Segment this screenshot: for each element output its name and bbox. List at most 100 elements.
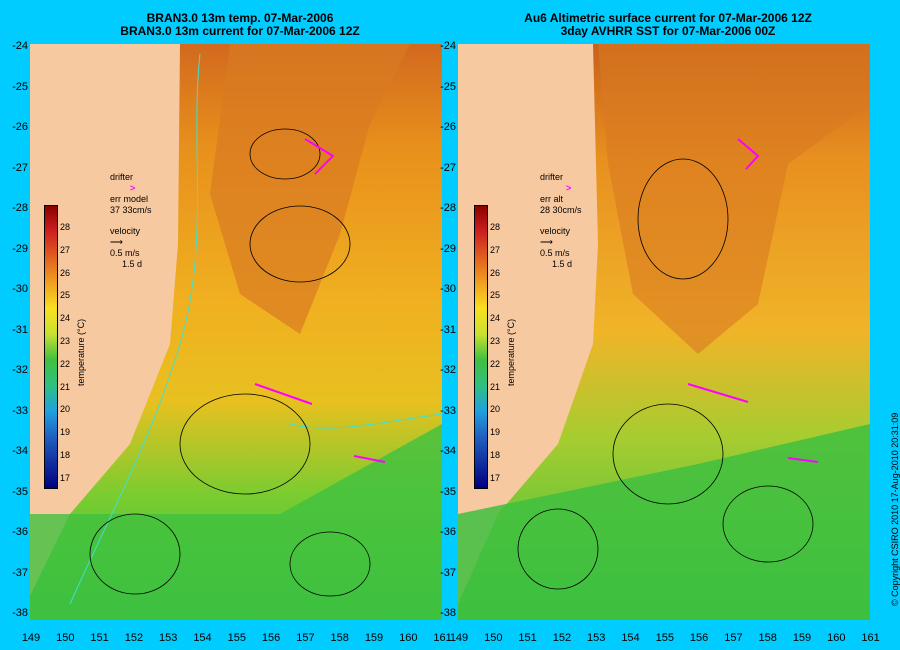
- right-colorbar-tick: 26: [490, 267, 501, 278]
- left-colorbar-tick: 25: [60, 290, 71, 301]
- right-y-tick-label: -25: [440, 80, 456, 93]
- right-y-tick-label: -37: [440, 566, 456, 579]
- left-drifter-marker-icon: >: [130, 183, 136, 193]
- right-y-tick-label: -32: [440, 364, 456, 376]
- right-eddy-1: [637, 158, 729, 280]
- right-y-tick-label: -29: [440, 242, 456, 255]
- right-x-tick-label: 157: [724, 632, 743, 644]
- left-eddy-3: [179, 393, 311, 495]
- right-colorbar: [474, 205, 488, 489]
- right-x-tick-label: 159: [792, 632, 812, 644]
- left-x-tick-label: 158: [330, 632, 349, 644]
- left-x-tick-label: 150: [56, 632, 75, 644]
- left-y-tick-label: -24: [12, 40, 28, 52]
- left-x-tick-label: 161: [433, 632, 452, 644]
- left-y-tick-label: -32: [12, 364, 28, 376]
- left-y-tick-label: -36: [12, 526, 28, 538]
- left-colorbar-tick: 24: [60, 313, 71, 324]
- left-y-tick-label: -27: [12, 161, 28, 174]
- right-y-tick-label: -27: [440, 161, 456, 174]
- right-drifter-marker-icon: >: [566, 183, 572, 193]
- left-y-tick-label: -29: [12, 242, 28, 255]
- right-velocity-time: 1.5 d: [552, 259, 573, 269]
- right-panel-title: Au6 Altimetric surface current for 07-Ma…: [458, 12, 878, 38]
- left-map-panel[interactable]: drifter > err model 37 33cm/s velocity ⟶…: [30, 44, 442, 620]
- left-colorbar-tick: 19: [60, 427, 71, 438]
- left-colorbar-tick: 23: [60, 336, 71, 346]
- right-x-tick-label: 154: [621, 632, 640, 644]
- right-drifter-track-1: [737, 138, 760, 170]
- right-colorbar-tick: 27: [490, 244, 501, 255]
- right-x-tick-label: 152: [552, 632, 572, 644]
- left-colorbar-tick: 26: [60, 267, 71, 278]
- left-x-tick-label: 156: [261, 632, 281, 644]
- right-y-tick-label: -35: [440, 485, 456, 498]
- left-colorbar-tick: 20: [60, 404, 71, 415]
- left-x-tick-label: 154: [193, 632, 212, 644]
- right-velocity-scale: 0.5 m/s: [540, 248, 570, 258]
- left-contour-2: [289, 413, 442, 429]
- right-title-line1: Au6 Altimetric surface current for 07-Ma…: [524, 11, 812, 25]
- left-colorbar-tick: 18: [60, 450, 71, 460]
- left-y-tick-label: -34: [12, 445, 28, 457]
- right-colorbar-tick: 23: [490, 336, 501, 346]
- left-y-tick-label: -37: [12, 566, 28, 579]
- right-err-label: err alt: [540, 194, 564, 204]
- right-colorbar-tick: 25: [490, 290, 501, 301]
- left-velocity-arrow-icon: ⟶: [110, 237, 123, 247]
- right-eddy-4: [722, 485, 814, 563]
- right-x-tick-label: 160: [827, 632, 846, 644]
- right-colorbar-label: temperature (°C): [506, 318, 516, 386]
- left-err-label: err model: [110, 194, 149, 204]
- right-colorbar-tick: 24: [490, 313, 501, 324]
- right-colorbar-tick: 19: [490, 427, 501, 438]
- left-x-tick-label: 160: [399, 632, 418, 644]
- left-green-shelf: [30, 424, 442, 620]
- left-x-tick-label: 155: [227, 632, 246, 644]
- right-x-tick-label: 161: [861, 632, 880, 644]
- left-panel-title: BRAN3.0 13m temp. 07-Mar-2006 BRAN3.0 13…: [30, 12, 450, 38]
- right-y-tick-label: -38: [440, 607, 456, 619]
- right-x-tick-label: 155: [655, 632, 674, 644]
- left-y-tick-label: -33: [12, 404, 28, 417]
- left-eddy-1: [249, 128, 321, 180]
- right-colorbar-tick: 21: [490, 381, 501, 392]
- left-x-tick-label: 151: [90, 632, 109, 644]
- left-x-tick-label: 157: [296, 632, 315, 644]
- right-y-tick-label: -30: [440, 283, 456, 295]
- left-colorbar-tick: 17: [60, 472, 71, 483]
- right-y-tick-label: -28: [440, 202, 456, 214]
- left-colorbar: [44, 205, 58, 489]
- left-drifter-track-2: [254, 383, 313, 405]
- left-colorbar-label: temperature (°C): [76, 318, 86, 386]
- left-x-tick-label: 149: [21, 632, 41, 644]
- left-warm-core: [210, 44, 410, 334]
- left-title-line1: BRAN3.0 13m temp. 07-Mar-2006: [146, 11, 334, 25]
- left-velocity-scale: 0.5 m/s: [110, 248, 140, 258]
- right-x-tick-label: 158: [758, 632, 777, 644]
- left-y-tick-label: -26: [12, 121, 28, 133]
- left-eddy-5: [289, 531, 371, 597]
- left-y-tick-label: -38: [12, 607, 28, 619]
- right-velocity-label: velocity: [540, 226, 571, 236]
- right-y-tick-label: -31: [440, 323, 456, 336]
- right-x-tick-label: 150: [484, 632, 503, 644]
- right-x-tick-label: 153: [587, 632, 606, 644]
- right-green-region: [458, 424, 870, 620]
- right-x-tick-label: 151: [518, 632, 537, 644]
- copyright-text: © Copyright CSIRO 2010 17-Aug-2010 20:31…: [890, 412, 900, 606]
- left-y-tick-label: -28: [12, 202, 28, 214]
- left-drifter-track-3: [353, 455, 386, 463]
- left-velocity-time: 1.5 d: [122, 259, 143, 269]
- right-x-tick-label: 156: [689, 632, 709, 644]
- right-y-tick-label: -34: [440, 445, 456, 457]
- left-drifter-track-1: [304, 138, 335, 175]
- right-map-panel[interactable]: drifter > err alt 28 30cm/s velocity ⟶ 0…: [458, 44, 870, 620]
- left-colorbar-tick: 27: [60, 244, 71, 255]
- right-colorbar-tick: 22: [490, 358, 501, 369]
- right-title-line2: 3day AVHRR SST for 07-Mar-2006 00Z: [560, 24, 776, 38]
- right-y-tick-label: -26: [440, 121, 456, 133]
- right-legend: drifter > err alt 28 30cm/s velocity ⟶ 0…: [540, 172, 582, 270]
- right-drifter-track-2: [687, 383, 749, 403]
- left-err-value: 37 33cm/s: [110, 205, 152, 215]
